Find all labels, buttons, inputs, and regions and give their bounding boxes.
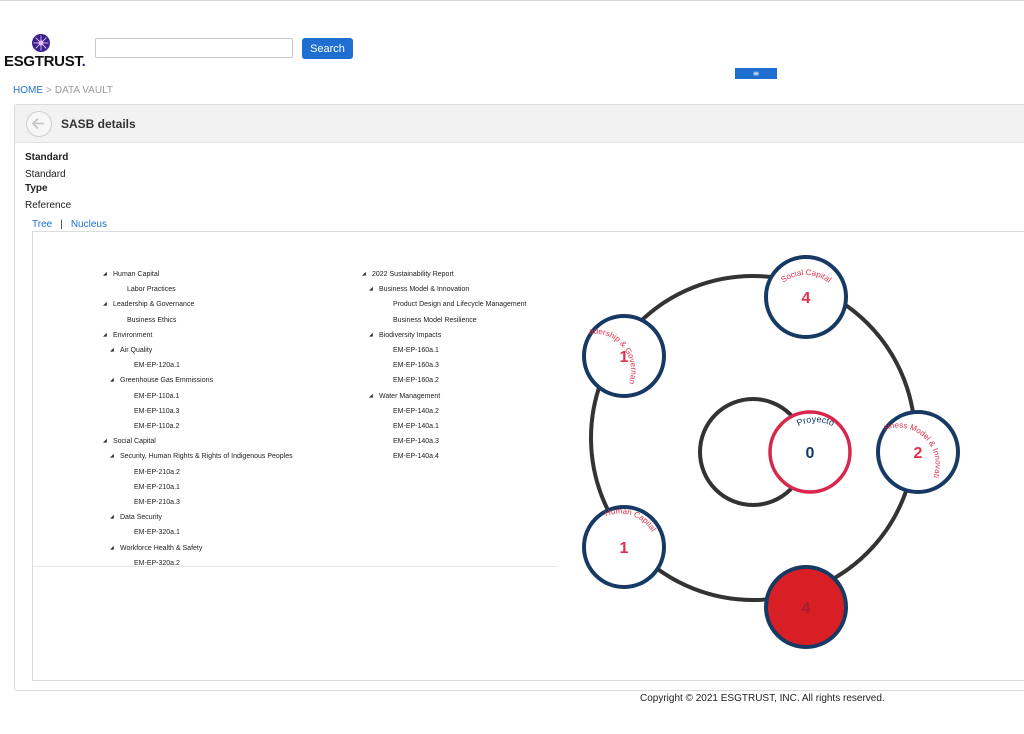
top-border (0, 0, 1024, 1)
tree-item[interactable]: EM-EP-140a.3 (393, 438, 439, 446)
nucleus-center-node[interactable]: Proyecto 0 (768, 410, 852, 494)
tree-item[interactable]: EM-EP-210a.3 (134, 499, 180, 506)
sunburst-logo-icon (32, 34, 50, 52)
breadcrumb-current: DATA VAULT (54, 85, 114, 96)
tree-item[interactable]: Social Capital (113, 438, 156, 446)
tree-item[interactable]: Water Management (379, 392, 441, 400)
tree-toggle-caret-icon[interactable]: ◢ (103, 438, 107, 445)
tree-item[interactable]: Greenhouse Gas Emmissions (120, 377, 213, 385)
tree-item[interactable]: EM-EP-120a.1 (134, 362, 180, 370)
brand-name: ESGTRUST. (4, 53, 86, 70)
tree-item[interactable]: EM-EP-210a.2 (134, 468, 180, 476)
nucleus-node-circle (582, 314, 666, 398)
tab-tree[interactable]: Tree (32, 219, 53, 230)
hamburger-icon: ≡ (752, 69, 760, 78)
sasb-details-panel: SASB details (14, 104, 1024, 691)
nucleus-node[interactable]: 4 (764, 565, 848, 649)
panel-header: SASB details (15, 105, 1024, 143)
tree-item[interactable]: Business Model Resilience (393, 316, 477, 324)
nucleus-node[interactable]: Leadership & Governance1 (573, 243, 666, 398)
nucleus-node-count: 2 (914, 445, 923, 462)
standard-label: Standard (25, 152, 69, 163)
tree-toggle-caret-icon[interactable]: ◢ (110, 544, 114, 551)
tree-toggle-caret-icon[interactable]: ◢ (369, 286, 373, 293)
tree-toggle-caret-icon[interactable]: ◢ (103, 301, 107, 308)
search-button[interactable]: Search (302, 38, 353, 59)
tree-item[interactable]: Biodiversity Impacts (379, 331, 442, 339)
menu-toggle-button[interactable]: ≡ (735, 68, 777, 79)
tree-item[interactable]: Product Design and Lifecycle Management (393, 301, 527, 309)
arrow-left-icon (31, 117, 44, 130)
tree-item[interactable]: EM-EP-210a.1 (134, 483, 180, 491)
nucleus-node-count: 1 (620, 349, 629, 366)
tree-item[interactable]: EM-EP-110a.2 (134, 423, 180, 430)
tree-item[interactable]: EM-EP-140a.1 (393, 423, 439, 430)
tree-item[interactable]: Business Ethics (127, 316, 177, 324)
nucleus-node-count: 1 (620, 540, 629, 557)
tree-item[interactable]: Leadership & Governance (113, 301, 195, 309)
tree-item[interactable]: EM-EP-140a.4 (393, 453, 439, 461)
nucleus-node-circle (876, 410, 960, 494)
tree-item[interactable]: Human Capital (113, 271, 160, 278)
tree-toggle-caret-icon[interactable]: ◢ (369, 331, 373, 338)
view-tabs: Tree | Nucleus (32, 219, 107, 230)
tree-toggle-caret-icon[interactable]: ◢ (103, 271, 107, 277)
type-value: Reference (25, 200, 72, 211)
standard-value: Standard (25, 169, 66, 180)
tree-toggle-caret-icon[interactable]: ◢ (110, 347, 114, 353)
tree-item[interactable]: EM-EP-110a.3 (134, 407, 180, 415)
breadcrumb-separator: > (46, 85, 52, 96)
tree-toggle-caret-icon[interactable]: ◢ (362, 271, 366, 277)
breadcrumb-home-link[interactable]: HOME (13, 85, 43, 96)
type-label: Type (25, 183, 48, 194)
panel-title: SASB details (61, 117, 136, 131)
tree-item[interactable]: Security, Human Rights & Rights of Indig… (120, 453, 293, 461)
tree-divider (33, 566, 558, 567)
center-node-count: 0 (806, 445, 815, 462)
tree-toggle-caret-icon[interactable]: ◢ (110, 377, 114, 384)
tree-item[interactable]: EM-EP-160a.1 (393, 347, 439, 354)
tree-item[interactable]: EM-EP-140a.2 (393, 407, 439, 415)
tree-item[interactable]: Labor Practices (127, 286, 176, 294)
nucleus-node-count: 4 (802, 600, 811, 617)
tree-item[interactable]: EM-EP-110a.1 (134, 392, 180, 400)
tree-toggle-caret-icon[interactable]: ◢ (103, 331, 107, 338)
back-button[interactable] (26, 111, 52, 137)
tab-separator: | (60, 219, 63, 230)
nucleus-node-circle (764, 255, 848, 339)
footer-copyright: Copyright © 2021 ESGTRUST, INC. All righ… (640, 693, 885, 704)
tree-item[interactable]: Air Quality (120, 347, 153, 354)
tree-item[interactable]: EM-EP-160a.2 (393, 377, 439, 385)
tree-item[interactable]: Workforce Health & Safety (120, 544, 203, 552)
tree-toggle-caret-icon[interactable]: ◢ (110, 514, 114, 521)
tab-content-area (32, 231, 1024, 681)
nucleus-node-circle (764, 565, 848, 649)
tree-toggle-caret-icon[interactable]: ◢ (110, 453, 114, 460)
tree-item[interactable]: EM-EP-320a.2 (134, 559, 180, 567)
tree-item[interactable]: 2022 Sustainability Report (372, 271, 454, 278)
tree-item[interactable]: Business Model & Innovation (379, 286, 470, 294)
nucleus-node-count: 4 (802, 290, 811, 307)
tree-item[interactable]: EM-EP-160a.3 (393, 362, 439, 370)
tree-toggle-caret-icon[interactable]: ◢ (369, 392, 373, 399)
nucleus-node-circle (582, 505, 666, 589)
tree-item[interactable]: EM-EP-320a.1 (134, 529, 180, 537)
breadcrumb: HOME > DATA VAULT (13, 85, 113, 96)
tab-nucleus[interactable]: Nucleus (70, 219, 107, 230)
tree-item[interactable]: Data Security (120, 514, 163, 522)
search-input[interactable] (95, 38, 293, 58)
tree-item[interactable]: Environment (113, 331, 153, 339)
brand-logo[interactable]: ESGTRUST. (4, 33, 86, 73)
